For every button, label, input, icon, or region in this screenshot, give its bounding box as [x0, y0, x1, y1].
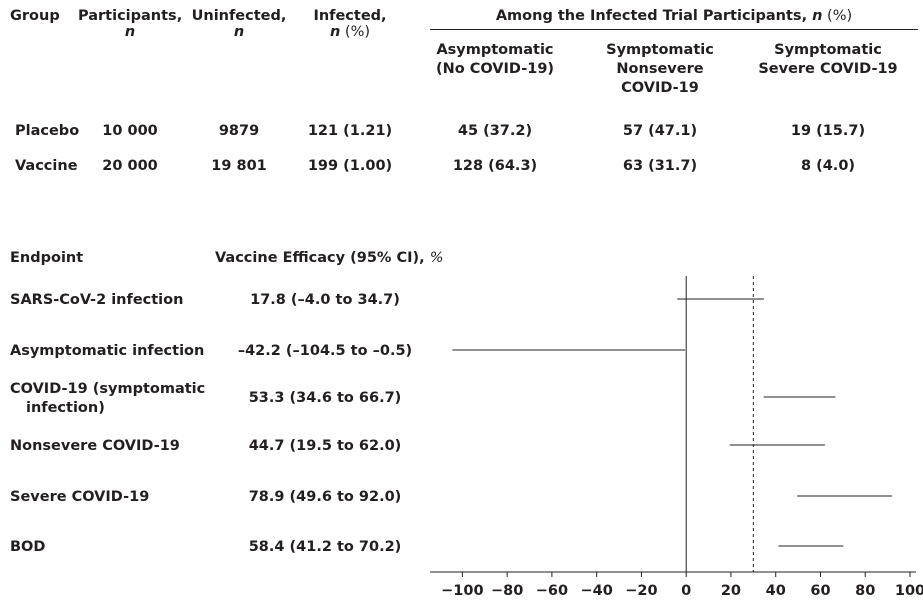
x-tick-label: −40 — [581, 583, 613, 599]
row-vaccine-asymptomatic: 128 (64.3) — [452, 158, 538, 174]
x-tick-label: 80 — [855, 583, 875, 599]
endpoint-label: Asymptomatic infection — [10, 343, 204, 359]
endpoint-label: BOD — [10, 539, 45, 555]
row-placebo-participants: 10 000 — [102, 123, 158, 139]
header-asymptomatic: Asymptomatic (No COVID-19) — [435, 42, 555, 77]
endpoint-label: COVID-19 (symptomatic — [10, 381, 205, 397]
row-placebo-uninfected: 9879 — [218, 123, 260, 139]
row-vaccine-nonsevere: 63 (31.7) — [622, 158, 698, 174]
x-tick-label: 100 — [895, 583, 923, 599]
x-tick-label: −80 — [491, 583, 523, 599]
header-divider — [430, 29, 918, 30]
efficacy-value: –42.2 (–104.5 to –0.5) — [238, 343, 412, 359]
endpoint-label: Nonsevere COVID-19 — [10, 438, 180, 454]
x-tick-label: 60 — [810, 583, 830, 599]
efficacy-value: 53.3 (34.6 to 66.7) — [249, 390, 402, 406]
row-placebo-severe: 19 (15.7) — [790, 123, 866, 139]
header-uninfected-unit: n — [233, 24, 245, 40]
x-tick-label: 0 — [681, 583, 691, 599]
header-participants: Participants, n — [78, 8, 183, 40]
x-tick-label: 40 — [766, 583, 786, 599]
efficacy-value: 58.4 (41.2 to 70.2) — [249, 539, 402, 555]
header-infected-pct: (%) — [340, 24, 371, 40]
header-symptomatic-nonsevere: Symptomatic Nonsevere COVID-19 — [606, 42, 714, 96]
endpoint-label: Severe COVID-19 — [10, 489, 149, 505]
efficacy-value: 78.9 (49.6 to 92.0) — [249, 489, 402, 505]
row-placebo-nonsevere: 57 (47.1) — [622, 123, 698, 139]
header-among-infected: Among the Infected Trial Participants, n… — [495, 8, 853, 24]
row-vaccine-uninfected: 19 801 — [211, 158, 267, 174]
x-tick-label: −60 — [536, 583, 568, 599]
row-vaccine-severe: 8 (4.0) — [800, 158, 856, 174]
header-uninfected: Uninfected, n — [191, 8, 287, 40]
endpoint-header: Endpoint — [10, 250, 84, 266]
x-tick-label: −20 — [625, 583, 657, 599]
header-infected: Infected, n (%) — [313, 8, 387, 40]
header-participants-unit: n — [124, 24, 136, 40]
header-infected-unit: n — [329, 24, 341, 40]
endpoint-label: infection) — [26, 400, 105, 416]
row-placebo-group: Placebo — [15, 123, 80, 139]
efficacy-value: 44.7 (19.5 to 62.0) — [249, 438, 402, 454]
row-vaccine-group: Vaccine — [15, 158, 78, 174]
x-tick-label: 20 — [721, 583, 741, 599]
x-tick-label: −100 — [441, 583, 483, 599]
endpoint-label: SARS-CoV-2 infection — [10, 292, 183, 308]
row-placebo-asymptomatic: 45 (37.2) — [457, 123, 533, 139]
header-symptomatic-severe: Symptomatic Severe COVID-19 — [758, 42, 898, 77]
row-vaccine-participants: 20 000 — [102, 158, 158, 174]
efficacy-header: Vaccine Efficacy (95% CI), % — [215, 250, 444, 266]
header-group: Group — [10, 8, 60, 24]
efficacy-value: 17.8 (–4.0 to 34.7) — [250, 292, 400, 308]
row-vaccine-infected: 199 (1.00) — [307, 158, 393, 174]
row-placebo-infected: 121 (1.21) — [307, 123, 393, 139]
